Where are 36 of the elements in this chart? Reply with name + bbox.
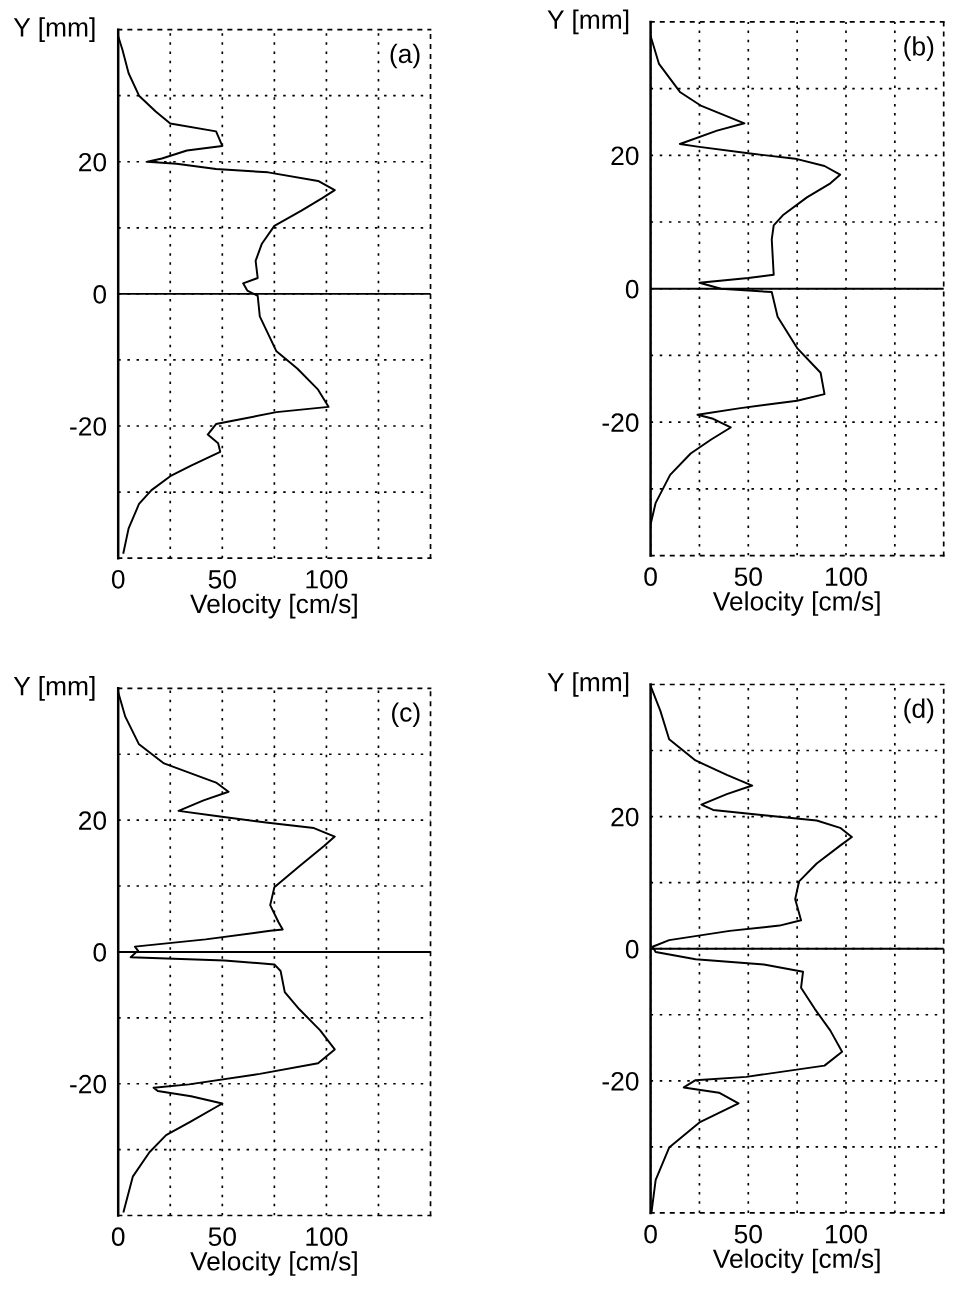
x-axis-title: Velocity [cm/s]	[190, 593, 357, 619]
y-tick-label: 20	[611, 807, 639, 827]
y-axis-title: Y [mm]	[13, 17, 95, 42]
annotation: (a)	[390, 43, 420, 69]
annotation: (b)	[904, 36, 934, 61]
y-axis-title: Y [mm]	[13, 676, 95, 701]
x-axis-title: Velocity [cm/s]	[712, 591, 880, 616]
y-tick-label: 0	[625, 939, 639, 959]
y-tick-label: 0	[93, 285, 107, 304]
x-tick-label: 50	[734, 1224, 762, 1244]
y-tick-label: 20	[611, 146, 639, 166]
x-tick-label: 0	[644, 1224, 657, 1244]
y-axis-title: Y [mm]	[547, 9, 629, 35]
x-tick-label: 100	[306, 1227, 348, 1247]
x-tick-label: 0	[644, 567, 657, 587]
y-tick-label: 0	[625, 279, 639, 299]
x-tick-label: 50	[208, 1227, 236, 1247]
x-tick-label: 50	[208, 569, 236, 589]
x-tick-label: 100	[826, 1224, 867, 1244]
y-tick-label: -20	[70, 1074, 107, 1094]
annotation: (d)	[904, 698, 934, 724]
x-axis-title: Velocity [cm/s]	[190, 1251, 357, 1276]
x-tick-label: 0	[111, 1227, 125, 1247]
y-tick-label: 20	[79, 811, 107, 830]
y-tick-label: 20	[79, 152, 107, 172]
y-axis-title: Y [mm]	[547, 672, 629, 697]
annotation: (c)	[392, 702, 420, 727]
y-tick-label: -20	[602, 413, 639, 432]
y-tick-label: 0	[93, 943, 107, 962]
x-tick-label: 0	[111, 569, 125, 589]
y-tick-label: -20	[70, 417, 107, 436]
x-tick-label: 50	[734, 567, 762, 587]
x-tick-label: 100	[306, 569, 348, 589]
x-tick-label: 100	[826, 567, 867, 587]
x-axis-title: Velocity [cm/s]	[712, 1248, 880, 1274]
y-tick-label: -20	[602, 1071, 639, 1091]
